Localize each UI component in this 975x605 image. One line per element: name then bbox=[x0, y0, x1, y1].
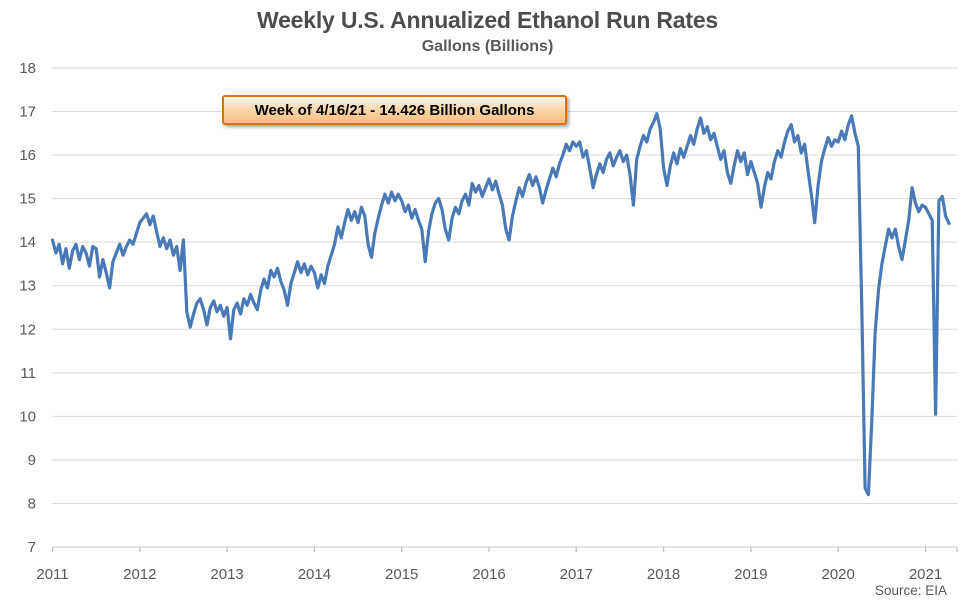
x-axis-tick-label: 2017 bbox=[560, 566, 593, 583]
chart-title: Weekly U.S. Annualized Ethanol Run Rates bbox=[256, 7, 719, 33]
annotation-callout: Week of 4/16/21 - 14.426 Billion Gallons bbox=[222, 95, 567, 125]
y-axis-tick-label: 9 bbox=[28, 452, 36, 469]
y-axis-tick-label: 7 bbox=[28, 539, 36, 556]
source-label: Source: EIA bbox=[874, 583, 947, 598]
chart-subtitle: Gallons (Billions) bbox=[421, 38, 554, 55]
x-axis-tick-label: 2012 bbox=[123, 566, 156, 583]
gridlines bbox=[52, 67, 957, 504]
x-axis-tick-label: 2020 bbox=[822, 566, 855, 583]
x-axis-tick-label: 2021 bbox=[909, 566, 942, 583]
x-axis-tick-label: 2019 bbox=[734, 566, 767, 583]
axis bbox=[51, 546, 958, 552]
y-axis-tick-label: 13 bbox=[19, 278, 36, 295]
x-axis-tick-label: 2011 bbox=[36, 566, 68, 583]
y-axis-tick-label: 8 bbox=[28, 495, 36, 512]
y-axis-tick-label: 15 bbox=[19, 191, 36, 208]
y-axis-tick-label: 18 bbox=[19, 60, 36, 77]
y-axis-tick-label: 16 bbox=[19, 147, 36, 164]
y-axis-tick-label: 11 bbox=[20, 365, 36, 382]
ethanol-line-series bbox=[50, 112, 951, 497]
x-axis-tick-label: 2015 bbox=[385, 566, 418, 583]
x-axis-tick-label: 2014 bbox=[298, 566, 331, 583]
y-axis-tick-label: 12 bbox=[19, 321, 36, 338]
x-axis-tick-label: 2018 bbox=[647, 566, 680, 583]
axis-labels: 7 8 9 10 11 12 13 14 15 16 17 18 2011 2012 2013 2014 201… bbox=[19, 60, 942, 583]
y-axis-tick-label: 10 bbox=[19, 408, 36, 425]
x-axis-tick-label: 2016 bbox=[472, 566, 505, 583]
y-axis-tick-label: 14 bbox=[19, 234, 36, 251]
y-axis-tick-label: 17 bbox=[19, 104, 36, 121]
x-axis-tick-label: 2013 bbox=[210, 566, 243, 583]
